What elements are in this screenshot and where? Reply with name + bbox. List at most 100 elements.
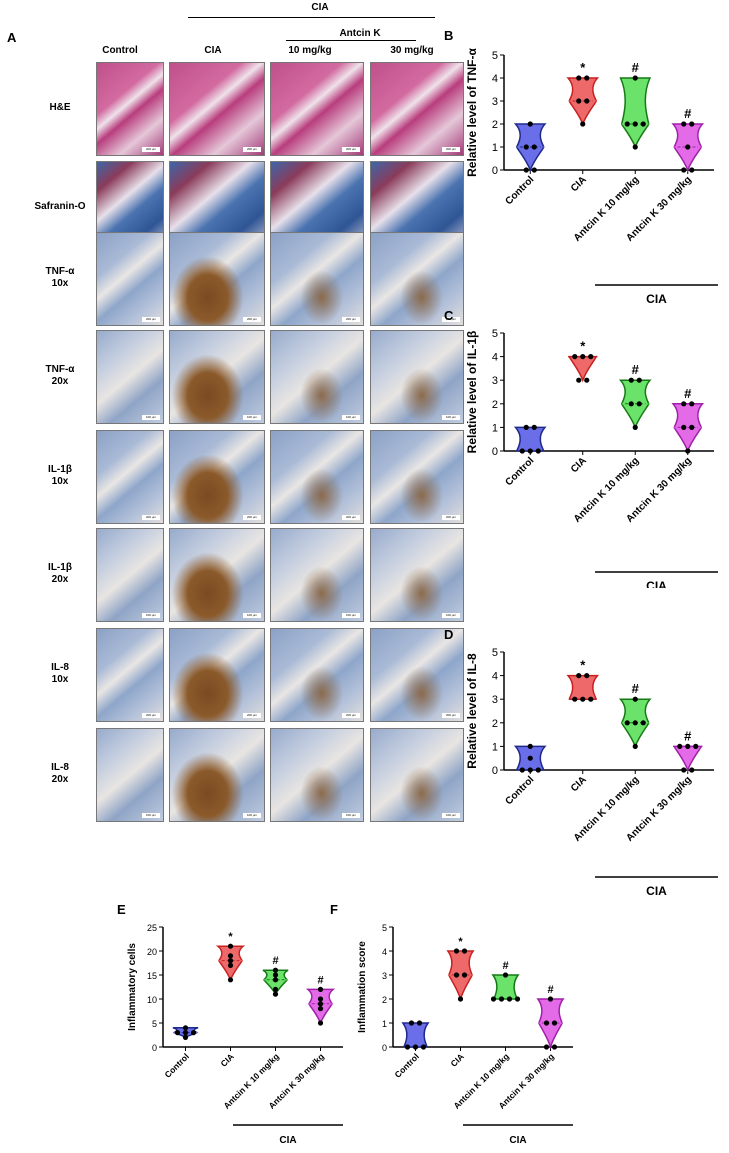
- x-tick-label: Control: [162, 1051, 190, 1079]
- data-point: [632, 743, 638, 749]
- scale-bar: 200 μm: [243, 317, 261, 322]
- x-tick-label: CIA: [448, 1051, 465, 1068]
- y-tick-label: 5: [382, 923, 387, 933]
- micrograph-image: 200 μm: [370, 628, 464, 722]
- row-label-stain: IL-1β: [48, 562, 72, 573]
- data-point: [632, 720, 638, 726]
- scale-bar: 100 μm: [243, 813, 261, 818]
- data-point: [632, 75, 638, 81]
- panel-label-e: E: [117, 902, 126, 917]
- significance-mark: #: [317, 974, 323, 986]
- data-point: [588, 696, 594, 702]
- significance-mark: #: [684, 106, 692, 121]
- scale-bar: 100 μm: [142, 415, 160, 420]
- data-point: [628, 401, 634, 407]
- y-tick-label: 5: [492, 647, 498, 659]
- row-label-magnification: 20x: [51, 376, 69, 387]
- row-label: H&E: [30, 102, 90, 114]
- column-header-30mg: 30 mg/kg: [390, 45, 434, 56]
- micrograph-image: 200 μm: [169, 430, 265, 524]
- micrograph-image: 100 μm: [169, 330, 265, 424]
- data-point: [640, 121, 646, 127]
- data-point: [689, 121, 695, 127]
- row-label: IL-8 20x: [30, 762, 90, 786]
- data-point: [514, 996, 521, 1002]
- group-bracket-label: CIA: [646, 292, 667, 306]
- scale-bar: 200 μm: [442, 713, 460, 718]
- micrograph-image: 100 μm: [370, 728, 464, 822]
- data-point: [681, 167, 687, 173]
- data-point: [404, 1044, 411, 1050]
- data-point: [572, 696, 578, 702]
- y-tick-label: 4: [492, 73, 498, 85]
- data-point: [317, 996, 324, 1002]
- panel-label-b: B: [444, 28, 454, 43]
- micrograph-image: 200 μm: [96, 232, 164, 326]
- scale-bar: 100 μm: [342, 613, 360, 618]
- x-tick-label: CIA: [569, 774, 589, 794]
- micrograph-image: 100 μm: [96, 330, 164, 424]
- y-tick-label: 1: [382, 1019, 387, 1029]
- scale-bar: 100 μm: [442, 813, 460, 818]
- row-label-stain: IL-1β: [48, 464, 72, 475]
- significance-mark: *: [580, 339, 586, 354]
- data-point: [632, 121, 638, 127]
- y-tick-label: 5: [492, 50, 498, 62]
- x-tick-label: CIA: [218, 1051, 235, 1068]
- row-label-magnification: 10x: [51, 476, 69, 487]
- significance-mark: *: [580, 60, 586, 75]
- y-axis-title: Relative level of IL-8: [465, 653, 479, 769]
- group-bracket-cia-top: [188, 17, 435, 18]
- data-point: [527, 743, 533, 749]
- row-label: TNF-α 20x: [30, 364, 90, 388]
- scale-bar: 100 μm: [442, 415, 460, 420]
- data-point: [535, 448, 541, 454]
- y-tick-label: 25: [147, 923, 157, 933]
- x-tick-label: Control: [392, 1051, 420, 1079]
- data-point: [588, 354, 594, 360]
- violin-shape: [513, 426, 547, 452]
- x-tick-label: Control: [503, 174, 536, 207]
- data-point: [689, 401, 695, 407]
- micrograph-image: 100 μm: [169, 528, 265, 622]
- y-tick-label: 20: [147, 947, 157, 957]
- data-point: [453, 948, 460, 954]
- micrograph-image: 100 μm: [370, 330, 464, 424]
- micrograph-image: 200 μm: [96, 62, 164, 156]
- micrograph-image: 200 μm: [370, 430, 464, 524]
- panel-label-d: D: [444, 627, 454, 642]
- scale-bar: 200 μm: [342, 147, 360, 152]
- y-tick-label: 3: [382, 971, 387, 981]
- violin-shape: [491, 974, 520, 1000]
- y-axis-title: Relative level of TNF-α: [465, 48, 479, 177]
- scale-bar: 100 μm: [243, 415, 261, 420]
- scale-bar: 100 μm: [342, 813, 360, 818]
- y-tick-label: 0: [492, 446, 498, 458]
- y-tick-label: 2: [492, 718, 498, 730]
- y-tick-label: 4: [492, 671, 498, 683]
- data-point: [527, 755, 533, 761]
- y-tick-label: 10: [147, 995, 157, 1005]
- data-point: [685, 144, 691, 150]
- significance-mark: #: [502, 960, 508, 972]
- scale-bar: 200 μm: [243, 515, 261, 520]
- y-tick-label: 4: [382, 947, 387, 957]
- data-point: [190, 1030, 197, 1036]
- micrograph-image: 200 μm: [370, 232, 464, 326]
- violin-shape: [446, 950, 475, 1002]
- significance-mark: #: [684, 386, 692, 401]
- significance-mark: *: [458, 936, 463, 948]
- y-axis-title: Inflammatory cells: [127, 943, 138, 1031]
- data-point: [640, 720, 646, 726]
- column-header-10mg: 10 mg/kg: [288, 45, 332, 56]
- y-tick-label: 5: [152, 1019, 157, 1029]
- micrograph-image: 200 μm: [270, 62, 364, 156]
- data-point: [632, 696, 638, 702]
- data-point: [182, 1034, 189, 1040]
- scale-bar: 200 μm: [243, 147, 261, 152]
- scale-bar: 200 μm: [142, 147, 160, 152]
- y-tick-label: 5: [492, 328, 498, 340]
- data-point: [681, 767, 687, 773]
